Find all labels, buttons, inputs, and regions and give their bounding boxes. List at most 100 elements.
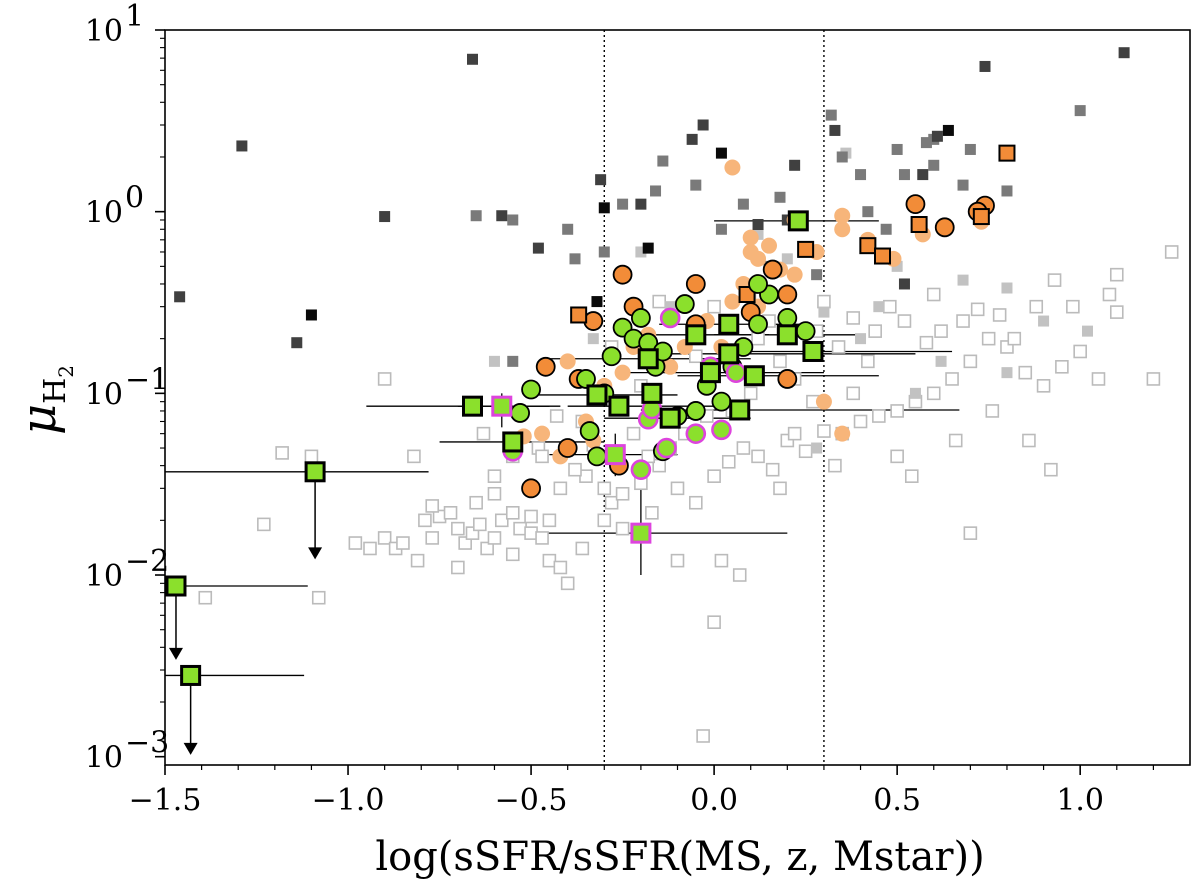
data-point-s8-22 (777, 308, 798, 328)
data-point-s1-9 (1082, 325, 1093, 337)
data-point-s2-27 (880, 223, 892, 235)
data-point-s8-3 (579, 421, 600, 441)
data-point-s0-139 (689, 349, 703, 364)
plot-border (164, 29, 1191, 766)
data-point-s5-34 (559, 353, 576, 370)
data-point-s0-101 (568, 462, 582, 477)
data-point-s0-107 (696, 729, 710, 743)
y-tick-exponent-1: −2 (125, 544, 169, 579)
data-point-s0-77 (831, 340, 846, 354)
data-point-s0-74 (883, 299, 897, 314)
data-point-s0-108 (787, 426, 802, 441)
y-axis-label-subsubscript: 2 (54, 365, 78, 378)
data-point-s2-5 (657, 155, 669, 167)
data-point-s4-3 (715, 147, 727, 159)
data-point-s3-12 (829, 124, 841, 136)
data-point-s2-2 (562, 223, 574, 235)
data-point-s8-23 (795, 321, 816, 342)
data-point-s1-12 (664, 301, 676, 313)
data-point-s0-125 (948, 433, 963, 448)
data-point-s3-2 (291, 337, 303, 349)
data-point-s0-113 (1102, 287, 1117, 302)
data-point-s2-13 (855, 169, 867, 181)
data-point-s0-48 (853, 414, 868, 429)
data-point-s0-132 (828, 458, 842, 473)
data-point-s3-9 (697, 119, 709, 131)
data-point-s0-53 (945, 372, 959, 386)
x-tick-label-4: 0.5 (873, 783, 921, 818)
x-tick-label-0: −1.5 (129, 783, 202, 818)
data-point-s0-76 (846, 311, 861, 325)
data-point-s0-30 (524, 509, 538, 524)
data-point-s0-69 (970, 302, 985, 317)
data-point-s10-0 (491, 395, 513, 417)
y-tick-label-1: 10 (85, 559, 123, 594)
data-point-s0-70 (956, 314, 970, 328)
data-point-s0-137 (645, 506, 659, 520)
data-point-s5-27 (724, 159, 741, 176)
data-point-s6-15 (934, 217, 955, 238)
data-point-s1-15 (635, 246, 647, 258)
data-point-s4-2 (642, 242, 654, 254)
data-point-s3-1 (236, 140, 248, 152)
data-point-s0-10 (425, 531, 440, 545)
data-point-s0-7 (396, 536, 410, 550)
data-point-s3-11 (789, 159, 801, 171)
data-point-s7-4 (874, 247, 891, 265)
data-point-s0-59 (1055, 359, 1069, 374)
data-point-s0-135 (714, 553, 729, 568)
data-point-s0-130 (846, 386, 861, 401)
data-point-s6-12 (777, 369, 798, 389)
data-point-s6-6 (612, 264, 633, 285)
upper-limit-arrow-1 (183, 742, 198, 755)
data-point-s3-14 (931, 130, 943, 142)
data-point-s10-1 (604, 444, 626, 466)
data-point-s0-100 (198, 590, 213, 605)
x-tick-label-2: −0.5 (495, 783, 568, 818)
data-point-s2-1 (507, 214, 519, 226)
data-point-s0-12 (451, 521, 465, 536)
data-point-s0-98 (311, 590, 326, 605)
data-point-s0-22 (535, 531, 549, 545)
data-point-s11-13 (718, 313, 740, 335)
data-point-s0-65 (1109, 267, 1124, 282)
data-point-s0-4 (363, 541, 377, 556)
data-point-s0-75 (868, 324, 882, 338)
data-point-s0-29 (487, 486, 502, 501)
data-point-s0-5 (377, 531, 392, 545)
plot-marks (165, 30, 1179, 765)
data-point-s11-18 (802, 340, 824, 362)
data-point-s5-32 (834, 425, 851, 442)
data-point-s0-46 (817, 424, 831, 438)
data-point-s11-9 (659, 407, 681, 429)
x-tick-label-1: −1.0 (312, 783, 385, 818)
y-tick-exponent-0: −3 (125, 726, 169, 761)
data-point-s11-15 (743, 365, 765, 387)
data-point-s11-17 (787, 210, 809, 232)
data-point-s3-10 (686, 133, 698, 145)
data-point-s1-1 (781, 253, 793, 265)
data-point-s2-15 (891, 143, 903, 155)
data-point-s9-8 (725, 362, 747, 383)
data-point-s1-11 (1038, 315, 1050, 327)
data-point-s1-17 (873, 301, 885, 313)
data-point-s0-116 (707, 299, 721, 314)
data-point-s11-5 (586, 384, 608, 406)
data-point-s0-41 (736, 441, 751, 455)
data-point-s0-111 (1007, 331, 1022, 346)
data-point-s5-16 (761, 237, 778, 254)
data-point-s0-133 (476, 426, 491, 441)
data-point-s11-1 (180, 664, 202, 686)
data-point-s6-1 (535, 356, 556, 377)
data-point-s3-6 (532, 242, 544, 254)
data-point-s11-14 (729, 399, 751, 421)
data-point-s0-27 (451, 560, 465, 575)
data-point-s1-8 (1001, 367, 1013, 379)
data-point-s3-17 (752, 218, 764, 230)
data-point-s7-1 (738, 286, 756, 304)
data-point-s0-128 (1044, 462, 1058, 477)
data-point-s0-81 (743, 386, 758, 401)
data-point-s7-6 (972, 208, 990, 226)
y-tick-exponent-2: −1 (125, 362, 169, 397)
